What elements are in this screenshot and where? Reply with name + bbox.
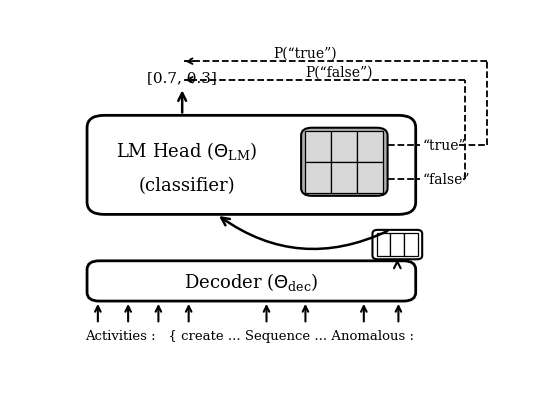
Bar [404, 233, 418, 257]
FancyBboxPatch shape [87, 116, 416, 215]
Bar [391, 233, 404, 257]
Text: P(“true”): P(“true”) [273, 47, 336, 61]
Text: “false”: “false” [422, 172, 470, 186]
Bar [305, 132, 331, 162]
Text: “true”: “true” [422, 138, 466, 152]
Bar [357, 162, 383, 193]
Bar [377, 233, 391, 257]
Text: P(“false”): P(“false”) [305, 65, 373, 79]
FancyBboxPatch shape [373, 230, 422, 259]
Text: Decoder ($\Theta_{\mathregular{dec}}$): Decoder ($\Theta_{\mathregular{dec}}$) [184, 270, 319, 292]
FancyBboxPatch shape [301, 128, 388, 196]
Text: (classifier): (classifier) [138, 176, 235, 194]
Text: [0.7, 0.3]: [0.7, 0.3] [147, 71, 217, 85]
Text: Activities :   { create ... Sequence ... Anomalous :: Activities : { create ... Sequence ... A… [85, 329, 413, 342]
Bar [305, 162, 331, 193]
Bar [331, 162, 357, 193]
FancyBboxPatch shape [87, 261, 416, 301]
FancyArrowPatch shape [222, 218, 387, 249]
Bar [357, 132, 383, 162]
Text: LM Head ($\Theta_{\mathregular{LM}}$): LM Head ($\Theta_{\mathregular{LM}}$) [116, 140, 257, 162]
Bar [331, 132, 357, 162]
